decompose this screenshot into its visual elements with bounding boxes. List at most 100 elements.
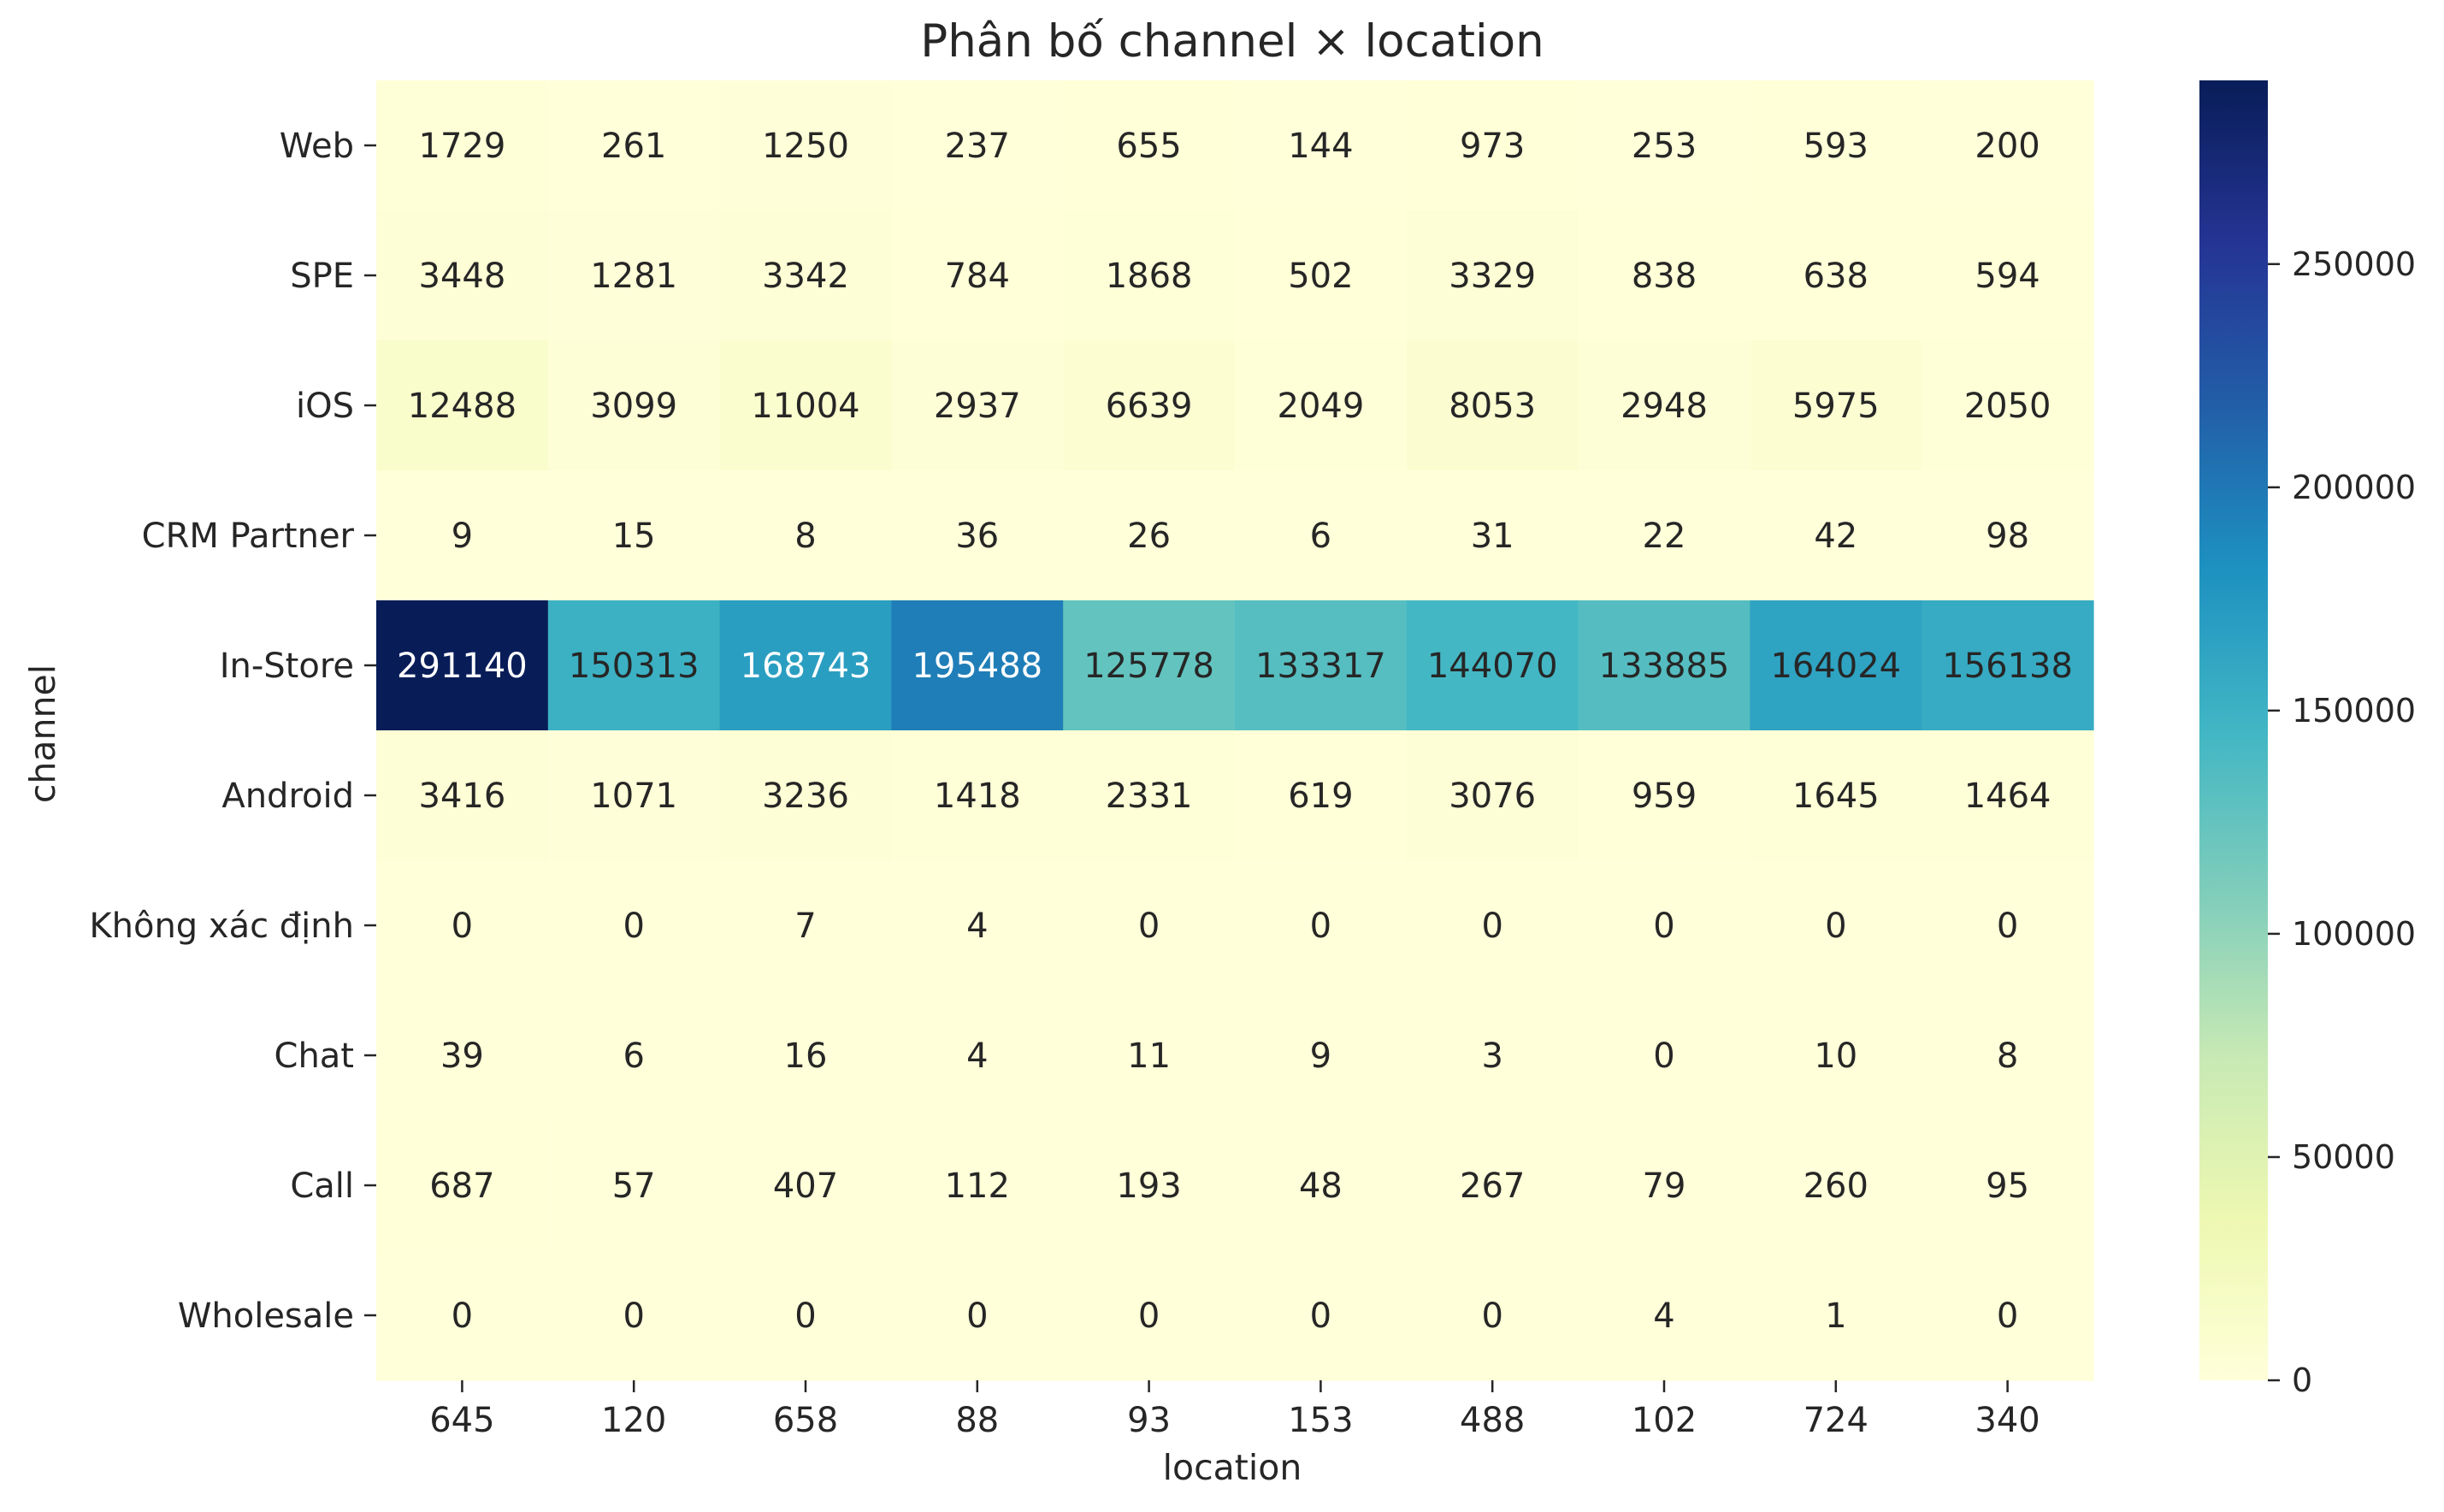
cell-value-label: 133885 — [1599, 647, 1730, 686]
heatmap-cell — [547, 860, 721, 991]
heatmap-cell — [719, 600, 892, 731]
heatmap-cell — [891, 990, 1064, 1121]
heatmap-cell — [1406, 860, 1579, 991]
cell-value-label: 8 — [1997, 1037, 2018, 1076]
x-tick-label: 645 — [429, 1401, 494, 1440]
heatmap-cell — [1235, 730, 1408, 861]
cell-value-label: 3076 — [1449, 777, 1536, 816]
heatmap-cell — [1406, 600, 1579, 731]
cell-value-label: 1 — [1825, 1296, 1846, 1336]
heatmap-cell — [1406, 340, 1579, 471]
y-tick-label: Không xác định — [89, 907, 354, 946]
x-axis-label: location — [1163, 1447, 1302, 1488]
heatmap-cell — [1235, 990, 1408, 1121]
heatmap-cell — [1750, 860, 1922, 991]
cell-value-label: 655 — [1116, 127, 1181, 166]
cell-value-label: 1281 — [590, 257, 677, 296]
cell-value-label: 2937 — [934, 387, 1021, 426]
y-tick-label: SPE — [290, 257, 354, 296]
heatmap-cell — [376, 990, 549, 1121]
cell-value-label: 144 — [1288, 127, 1353, 166]
cell-value-label: 619 — [1288, 777, 1353, 816]
heatmap-cell — [1750, 1250, 1922, 1381]
cell-value-label: 3329 — [1449, 257, 1536, 296]
heatmap-cell — [1750, 470, 1922, 601]
cell-value-label: 0 — [1481, 1296, 1502, 1336]
heatmap-cell — [1406, 730, 1579, 861]
heatmap-cell — [719, 860, 892, 991]
cell-value-label: 4 — [966, 907, 988, 946]
y-axis-label: channel — [22, 664, 63, 803]
y-axis-ticks: Web SPE iOS CRM Partner In-Store Android Không… — [89, 127, 376, 1336]
cell-value-label: 3099 — [590, 387, 677, 426]
heatmap-cell — [719, 730, 892, 861]
cell-value-label: 1418 — [934, 777, 1021, 816]
heatmap-cell — [1750, 600, 1922, 731]
y-tick-label: Web — [280, 127, 354, 166]
heatmap-cell — [1750, 990, 1922, 1121]
heatmap-cell — [1406, 1250, 1579, 1381]
colorbar — [2199, 80, 2268, 1380]
y-tick-label: Android — [221, 777, 354, 816]
heatmap-cell — [1063, 210, 1236, 341]
cell-value-label: 687 — [429, 1166, 494, 1206]
cell-value-label: 12488 — [408, 387, 517, 426]
colorbar-tick-label: 100000 — [2292, 915, 2416, 953]
heatmap-cell — [891, 860, 1064, 991]
cell-value-label: 9 — [1310, 1037, 1331, 1076]
x-tick-label: 488 — [1460, 1401, 1525, 1440]
heatmap-cell — [1235, 600, 1408, 731]
heatmap-cell — [547, 1120, 721, 1251]
chart-title: Phân bố channel × location — [920, 15, 1544, 68]
y-tick-label: Wholesale — [178, 1296, 354, 1336]
heatmap-cell — [1922, 210, 2094, 341]
cell-value-label: 193 — [1116, 1166, 1181, 1206]
heatmap-cell — [547, 340, 721, 471]
cell-value-label: 0 — [966, 1296, 988, 1336]
cell-value-label: 0 — [452, 1296, 473, 1336]
y-tick-label: Chat — [275, 1037, 354, 1076]
cell-value-label: 195488 — [912, 647, 1042, 686]
cell-value-label: 407 — [773, 1166, 838, 1206]
heatmap-cell — [547, 730, 721, 861]
heatmap-cell — [891, 470, 1064, 601]
cell-value-label: 2049 — [1278, 387, 1365, 426]
heatmap-cell — [1578, 210, 1750, 341]
cell-value-label: 638 — [1803, 257, 1868, 296]
cell-value-label: 3448 — [419, 257, 506, 296]
heatmap-cell — [891, 340, 1064, 471]
cell-value-label: 22 — [1643, 517, 1686, 556]
cell-value-label: 164024 — [1770, 647, 1901, 686]
cell-value-label: 253 — [1632, 127, 1697, 166]
cell-value-label: 6 — [1310, 517, 1331, 556]
heatmap-cell — [376, 340, 549, 471]
heatmap-cell — [891, 1120, 1064, 1251]
cell-value-label: 112 — [945, 1166, 1010, 1206]
heatmap-cell — [1922, 1250, 2094, 1381]
cell-value-label: 150313 — [569, 647, 700, 686]
heatmap-cell — [1235, 860, 1408, 991]
cell-value-label: 3416 — [419, 777, 506, 816]
cell-value-label: 98 — [1986, 517, 2029, 556]
cell-value-label: 3 — [1481, 1037, 1502, 1076]
cell-value-label: 10 — [1814, 1037, 1857, 1076]
heatmap-cell — [376, 80, 549, 211]
cell-value-label: 6 — [623, 1037, 644, 1076]
y-tick-label: iOS — [296, 387, 354, 426]
heatmap-cell — [376, 600, 549, 731]
heatmap-cell — [1750, 340, 1922, 471]
heatmap-cell — [1578, 600, 1750, 731]
cell-value-label: 9 — [452, 517, 473, 556]
x-tick-label: 93 — [1127, 1401, 1171, 1440]
cell-value-label: 784 — [945, 257, 1010, 296]
cell-value-label: 973 — [1460, 127, 1525, 166]
cell-value-label: 16 — [784, 1037, 828, 1076]
heatmap-cell — [1750, 210, 1922, 341]
heatmap-cell — [1235, 210, 1408, 341]
heatmap-cell — [1922, 80, 2094, 211]
heatmap-cell — [1578, 860, 1750, 991]
cell-value-label: 838 — [1632, 257, 1697, 296]
cell-value-label: 3342 — [762, 257, 849, 296]
cell-value-label: 11 — [1127, 1037, 1171, 1076]
cell-value-label: 593 — [1803, 127, 1868, 166]
